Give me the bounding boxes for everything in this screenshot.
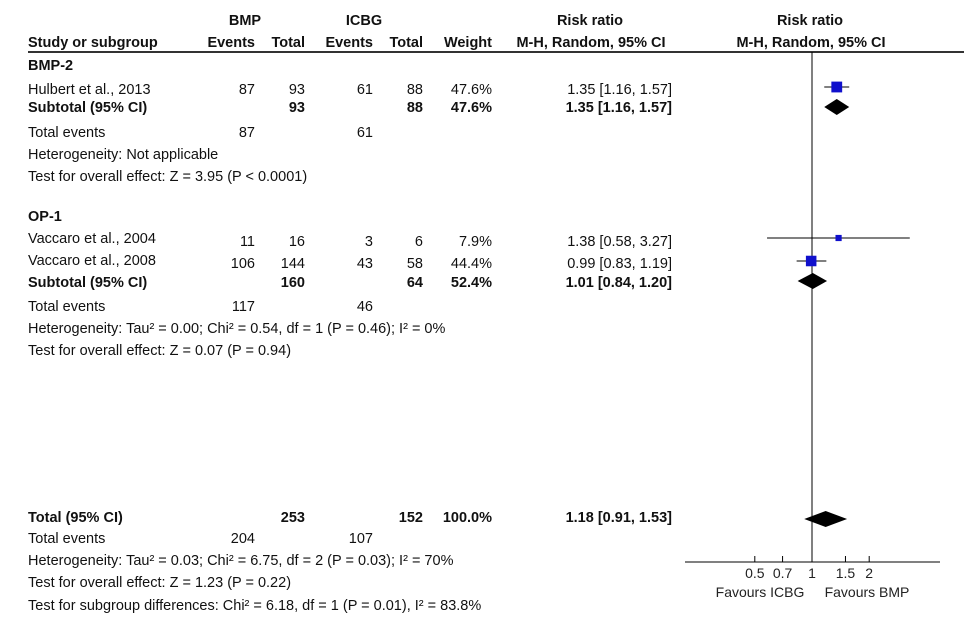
study-weight: 44.4%: [450, 256, 492, 272]
study-total1: 144: [280, 256, 305, 272]
subtotal-total2: 64: [406, 275, 423, 291]
events2-header: Events: [325, 35, 373, 51]
summary-diamond: [824, 99, 850, 115]
total-events1: 204: [230, 531, 255, 547]
heterogeneity-text: Heterogeneity: Not applicable: [28, 147, 219, 163]
study-total1: 93: [288, 82, 305, 98]
study-ci: 0.99 [0.83, 1.19]: [567, 256, 672, 272]
x-tick-label: 0.5: [745, 565, 765, 581]
total-label: Total (95% CI): [28, 510, 123, 526]
favours-right-label: Favours BMP: [825, 584, 910, 600]
overall-effect-text: Test for overall effect: Z = 3.95 (P < 0…: [28, 169, 308, 185]
group2-header: ICBG: [345, 13, 383, 29]
total-total1: 253: [280, 510, 305, 526]
x-tick-label: 1: [808, 565, 816, 581]
rr-column-header: Risk ratio: [556, 13, 624, 29]
plot-title: Risk ratio: [776, 13, 844, 29]
total-events1: 87: [238, 125, 255, 141]
total-events2: 61: [356, 125, 373, 141]
subtotal-weight: 52.4%: [450, 275, 492, 291]
subgroup-title: OP-1: [28, 209, 62, 225]
study-weight: 7.9%: [458, 234, 492, 250]
x-tick-label: 1.5: [836, 565, 856, 581]
study-marker: [831, 81, 843, 93]
study-events1: 11: [239, 234, 255, 250]
study-events1: 106: [230, 256, 255, 272]
header-rule: [28, 51, 964, 53]
x-tick-label: 0.7: [773, 565, 793, 581]
study-events2: 43: [356, 256, 373, 272]
subgroup-difference-text: Test for subgroup differences: Chi² = 6.…: [28, 598, 482, 614]
study-ci: 1.35 [1.16, 1.57]: [567, 82, 672, 98]
study-marker: [805, 255, 817, 267]
subtotal-ci: 1.01 [0.84, 1.20]: [565, 275, 672, 291]
subtotal-label: Subtotal (95% CI): [28, 100, 148, 116]
x-tick-label: 2: [865, 565, 873, 581]
study-total2: 6: [414, 234, 423, 250]
events1-header: Events: [207, 35, 255, 51]
favours-left-label: Favours ICBG: [716, 584, 805, 600]
total-events2: 107: [348, 531, 373, 547]
study-total2: 88: [406, 82, 423, 98]
total1-header: Total: [271, 35, 305, 51]
study-events1: 87: [238, 82, 255, 98]
overall-effect-text: Test for overall effect: Z = 0.07 (P = 0…: [28, 343, 292, 359]
overall-effect-text: Test for overall effect: Z = 1.23 (P = 0…: [28, 575, 292, 591]
study-name: Vaccaro et al., 2004: [28, 231, 156, 247]
total2-header: Total: [389, 35, 423, 51]
study-total1: 16: [288, 234, 305, 250]
rr-method-header: M-H, Random, 95% CI: [516, 35, 666, 51]
total-ci: 1.18 [0.91, 1.53]: [565, 510, 672, 526]
study-ci: 1.38 [0.58, 3.27]: [567, 234, 672, 250]
total-events-label: Total events: [28, 299, 106, 315]
plot-method-header: M-H, Random, 95% CI: [736, 35, 886, 51]
subtotal-ci: 1.35 [1.16, 1.57]: [565, 100, 672, 116]
summary-diamond: [804, 511, 848, 527]
study-weight: 47.6%: [450, 82, 492, 98]
study-events2: 61: [356, 82, 373, 98]
study-marker: [835, 234, 842, 242]
study-column-header: Study or subgroup: [28, 35, 158, 51]
total-events2: 46: [356, 299, 373, 315]
total-total2: 152: [398, 510, 423, 526]
total-weight: 100.0%: [442, 510, 492, 526]
weight-header: Weight: [443, 35, 492, 51]
subtotal-total2: 88: [406, 100, 423, 116]
study-events2: 3: [364, 234, 373, 250]
total-events1: 117: [231, 299, 255, 315]
subtotal-weight: 47.6%: [450, 100, 492, 116]
subtotal-total1: 93: [288, 100, 305, 116]
group1-header: BMP: [228, 13, 262, 29]
study-name: Hulbert et al., 2013: [28, 82, 151, 98]
heterogeneity-text: Heterogeneity: Tau² = 0.03; Chi² = 6.75,…: [28, 553, 454, 569]
heterogeneity-text: Heterogeneity: Tau² = 0.00; Chi² = 0.54,…: [28, 321, 446, 337]
subtotal-label: Subtotal (95% CI): [28, 275, 148, 291]
summary-diamond: [797, 273, 828, 289]
study-name: Vaccaro et al., 2008: [28, 253, 156, 269]
subtotal-total1: 160: [280, 275, 305, 291]
study-total2: 58: [406, 256, 423, 272]
total-events-label: Total events: [28, 125, 106, 141]
total-events-label: Total events: [28, 531, 106, 547]
subgroup-title: BMP-2: [28, 58, 74, 74]
